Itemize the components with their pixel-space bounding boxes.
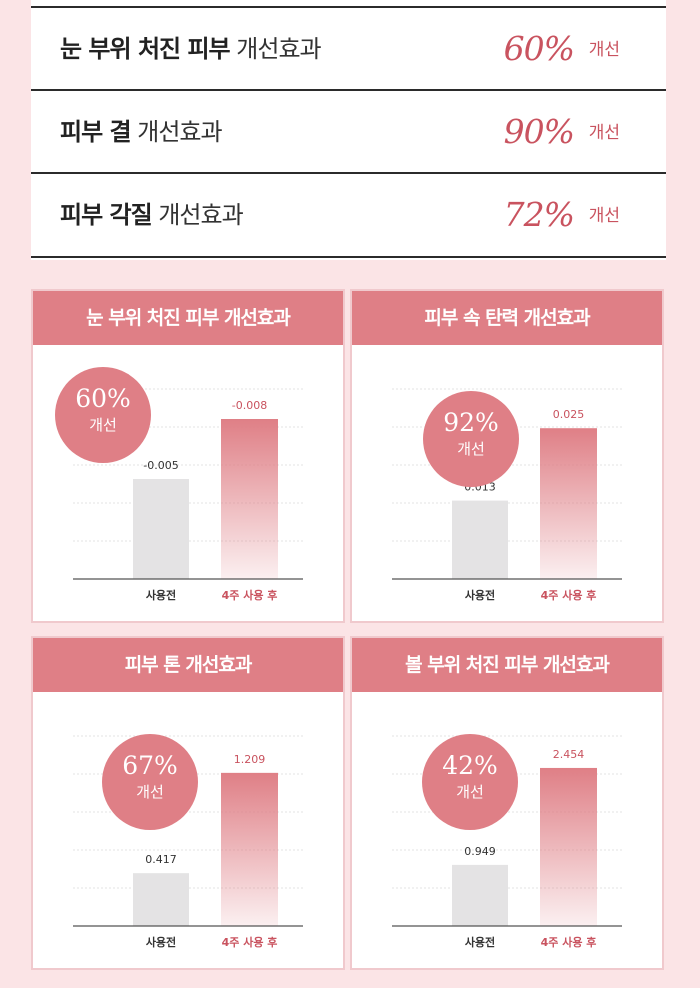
summary-row-percent: 72%: [503, 195, 575, 234]
chart-card-cheek-sagging: 볼 부위 처진 피부 개선효과 0.949 사용전 2.454 4주 사용 후 42%…: [350, 636, 664, 970]
chart-title: 눈 부위 처진 피부 개선효과: [33, 291, 343, 345]
chart-title: 볼 부위 처진 피부 개선효과: [352, 638, 662, 692]
badge-label: 개선: [136, 783, 164, 801]
bar-before: [452, 500, 508, 579]
summary-row: 눈 부위 처진 피부 개선효과 60% 개선: [31, 6, 666, 90]
chart-card-skin-tone: 피부 톤 개선효과 0.417 사용전 1.209 4주 사용 후 67% 개선: [31, 636, 345, 970]
bar-after: [221, 419, 278, 579]
summary-row-label-normal: 개선효과: [158, 201, 243, 229]
bar-value-label: 1.209: [234, 753, 266, 766]
category-label: 4주 사용 후: [222, 588, 278, 602]
badge-percent: 60%: [75, 384, 131, 413]
summary-row-label: 눈 부위 처진 피부 개선효과: [60, 8, 322, 90]
chart-title: 피부 속 탄력 개선효과: [352, 291, 662, 345]
summary-row-percent: 60%: [503, 29, 575, 68]
bar-value-label: -0.008: [232, 399, 267, 412]
summary-row-label-bold: 피부 각질: [60, 201, 153, 229]
summary-row-label-bold: 피부 결: [60, 118, 132, 146]
improvement-badge: 92% 개선: [423, 391, 519, 487]
category-label: 사용전: [465, 588, 495, 602]
bar-after: [540, 767, 597, 926]
bar-chart: 0.949 사용전 2.454 4주 사용 후: [392, 735, 622, 949]
bar-value-label: 0.025: [553, 408, 585, 421]
bar-before: [452, 864, 508, 926]
improvement-badge: 67% 개선: [102, 734, 198, 830]
summary-row: 피부 결 개선효과 90% 개선: [31, 89, 666, 173]
summary-row-label: 피부 각질 개선효과: [60, 174, 244, 256]
summary-row-suffix: 개선: [588, 40, 620, 60]
summary-row-suffix: 개선: [588, 206, 620, 226]
bar-after: [221, 772, 278, 926]
summary-table: 눈 부위 처진 피부 개선효과 60% 개선 피부 결 개선효과 90% 개선 …: [31, 0, 666, 260]
improvement-badge: 60% 개선: [55, 367, 151, 463]
summary-row-percent: 90%: [503, 112, 575, 151]
summary-row-label-normal: 개선효과: [137, 118, 222, 146]
category-label: 사용전: [146, 588, 176, 602]
category-label: 4주 사용 후: [541, 588, 597, 602]
bar-value-label: 0.949: [464, 845, 496, 858]
bar-value-label: 0.417: [145, 853, 177, 866]
summary-row-suffix: 개선: [588, 123, 620, 143]
bar-chart: 0.417 사용전 1.209 4주 사용 후: [73, 735, 303, 949]
bar-before: [133, 479, 189, 579]
category-label: 사용전: [465, 935, 495, 949]
summary-row-label: 피부 결 개선효과: [60, 91, 223, 173]
chart-card-eye-sagging: 눈 부위 처진 피부 개선효과 -0.005 사용전 -0.008 4주 사용 후 6…: [31, 289, 345, 623]
badge-percent: 92%: [443, 408, 499, 437]
bar-after: [540, 428, 597, 579]
summary-row: 피부 각질 개선효과 72% 개선: [31, 172, 666, 258]
bar-before: [133, 873, 189, 926]
bar-value-label: 2.454: [553, 748, 585, 761]
category-label: 4주 사용 후: [541, 935, 597, 949]
chart-card-inner-elasticity: 피부 속 탄력 개선효과 0.013 사용전 0.025 4주 사용 후 92% 개선: [350, 289, 664, 623]
chart-title: 피부 톤 개선효과: [33, 638, 343, 692]
badge-label: 개선: [456, 783, 484, 801]
badge-percent: 42%: [442, 751, 498, 780]
badge-label: 개선: [457, 440, 485, 458]
summary-row-label-bold: 눈 부위 처진 피부: [60, 35, 231, 63]
bar-chart: -0.005 사용전 -0.008 4주 사용 후: [73, 388, 303, 602]
category-label: 사용전: [146, 935, 176, 949]
badge-label: 개선: [89, 416, 117, 434]
summary-row-label-normal: 개선효과: [236, 35, 321, 63]
badge-percent: 67%: [122, 751, 178, 780]
improvement-badge: 42% 개선: [422, 734, 518, 830]
bar-value-label: -0.005: [143, 459, 178, 472]
category-label: 4주 사용 후: [222, 935, 278, 949]
